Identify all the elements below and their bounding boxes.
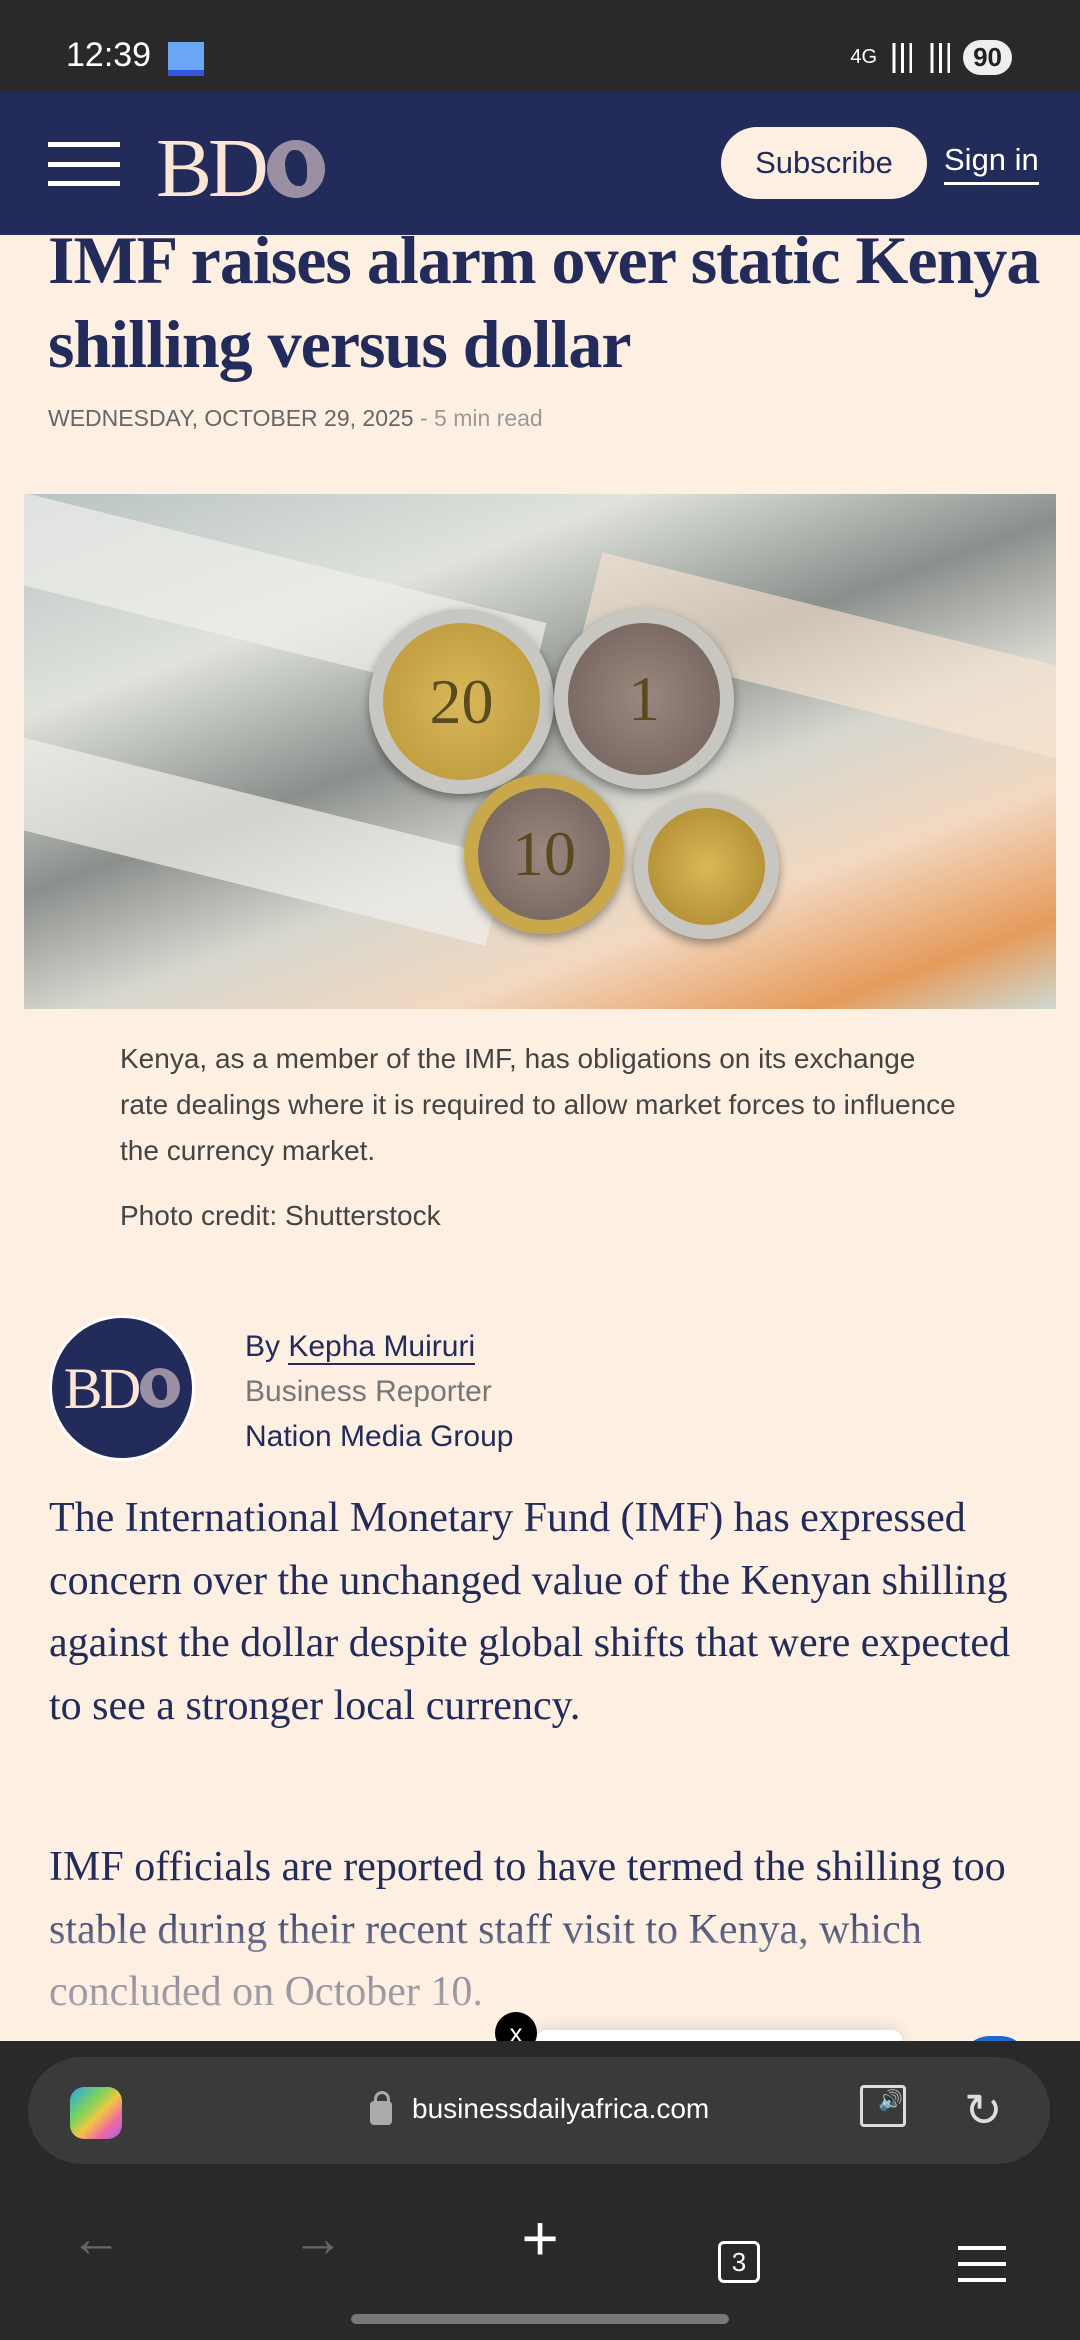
copilot-icon[interactable] — [70, 2087, 122, 2139]
article-title: IMF raises alarm over static Kenya shill… — [48, 222, 1040, 382]
article-date: WEDNESDAY, OCTOBER 29, 2025 - 5 min read — [48, 405, 543, 432]
signal-icon — [887, 42, 916, 73]
battery-indicator: 90 — [963, 40, 1012, 75]
home-indicator[interactable] — [351, 2314, 729, 2324]
sign-in-link[interactable]: Sign in — [944, 142, 1039, 185]
browser-toolbar: businessdailyafrica.com 🔊 ↻ ← → + 3 — [0, 2041, 1080, 2340]
subscribe-button[interactable]: Subscribe — [721, 127, 927, 199]
image-caption: Kenya, as a member of the IMF, has oblig… — [120, 1043, 956, 1166]
network-type: 4G — [850, 46, 878, 68]
status-time: 12:39 — [66, 36, 152, 74]
status-bar: 12:39 4G 90 — [0, 0, 1080, 92]
address-bar[interactable]: businessdailyafrica.com 🔊 ↻ — [28, 2057, 1050, 2164]
lock-icon[interactable] — [370, 2091, 392, 2125]
menu-icon[interactable] — [48, 142, 120, 186]
article-hero-image: 20 1 10 — [24, 494, 1056, 1009]
coin-value: 20 — [429, 665, 494, 737]
read-time: - 5 min read — [419, 405, 543, 431]
avatar-logo-text: BD — [63, 1355, 142, 1421]
author-role: Business Reporter — [245, 1375, 492, 1408]
new-tab-icon[interactable]: + — [521, 2202, 559, 2274]
by-label: By — [245, 1330, 289, 1363]
byline: By Kepha Muiruri Business Reporter Natio… — [245, 1324, 513, 1459]
site-header: BD Subscribe Sign in — [0, 92, 1080, 235]
site-logo[interactable]: BD — [156, 120, 325, 217]
url-text[interactable]: businessdailyafrica.com — [412, 2093, 710, 2124]
author-avatar[interactable]: BD — [49, 1315, 195, 1461]
forward-icon[interactable]: → — [292, 2210, 344, 2268]
notification-app-icon — [168, 42, 204, 76]
coin-1: 1 — [554, 609, 734, 789]
signal-icon-2 — [925, 42, 954, 73]
back-icon[interactable]: ← — [70, 2210, 122, 2268]
reload-icon[interactable]: ↻ — [964, 2084, 1003, 2136]
tabs-button[interactable]: 3 — [718, 2241, 760, 2283]
browser-menu-icon[interactable] — [958, 2246, 1006, 2282]
coin-20: 20 — [369, 609, 554, 794]
article-paragraph: IMF officials are reported to have terme… — [49, 1836, 1059, 2024]
africa-globe-icon — [140, 1368, 181, 1408]
coin-portrait — [634, 794, 779, 939]
coin-value: 1 — [628, 663, 660, 734]
author-link[interactable]: Kepha Muiruri — [288, 1330, 476, 1365]
coin-value: 10 — [512, 818, 576, 889]
photo-credit: Photo credit: Shutterstock — [120, 1200, 441, 1231]
logo-text: BD — [156, 122, 269, 215]
author-org: Nation Media Group — [245, 1420, 514, 1453]
article-paragraph: The International Monetary Fund (IMF) ha… — [49, 1495, 1011, 1729]
africa-globe-icon — [266, 139, 325, 198]
coin-10: 10 — [464, 774, 624, 934]
read-aloud-icon[interactable]: 🔊 — [860, 2085, 906, 2127]
date-text: WEDNESDAY, OCTOBER 29, 2025 — [48, 405, 414, 431]
